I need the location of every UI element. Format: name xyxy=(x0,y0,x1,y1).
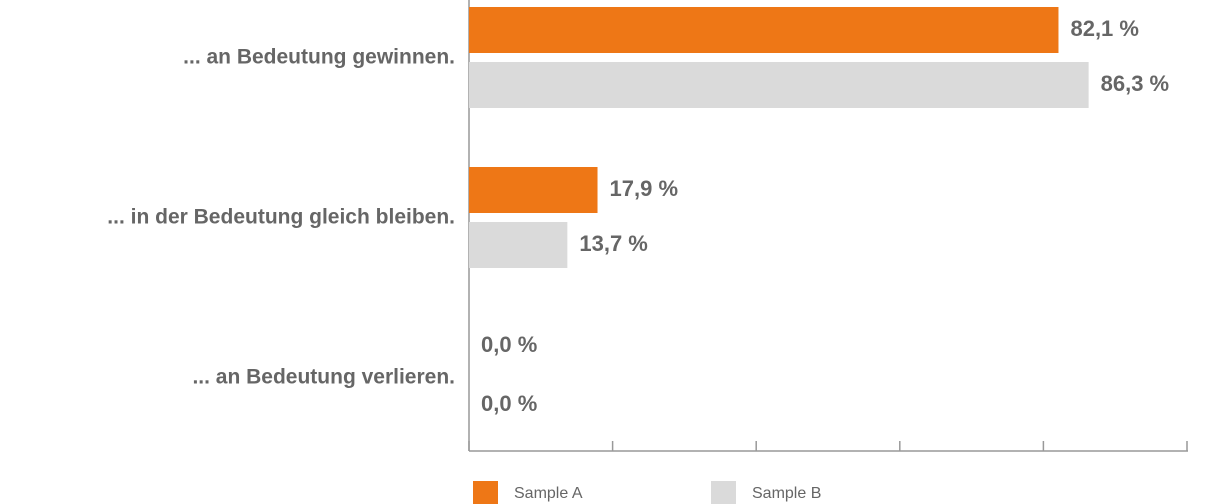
bar xyxy=(469,222,568,268)
value-label: 17,9 % xyxy=(610,176,679,201)
legend-label: Sample B xyxy=(752,485,821,502)
bar xyxy=(469,167,598,213)
value-label: 0,0 % xyxy=(481,391,537,416)
category-label: ... an Bedeutung verlieren. xyxy=(192,366,455,389)
category-label: ... in der Bedeutung gleich bleiben. xyxy=(107,206,455,229)
legend-swatch xyxy=(473,481,498,504)
value-label: 82,1 % xyxy=(1070,16,1139,41)
category-label: ... an Bedeutung gewinnen. xyxy=(183,46,455,69)
bar xyxy=(469,7,1059,53)
legend-swatch xyxy=(711,481,736,504)
value-label: 0,0 % xyxy=(481,332,537,357)
value-label: 86,3 % xyxy=(1101,71,1170,96)
value-label: 13,7 % xyxy=(579,231,648,256)
legend-label: Sample A xyxy=(514,485,583,502)
bar xyxy=(469,62,1089,108)
